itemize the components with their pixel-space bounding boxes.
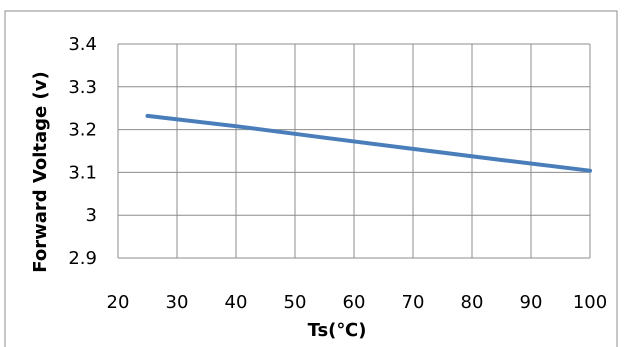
- x-tick-label: 60: [343, 292, 366, 313]
- x-tick-label: 80: [461, 292, 484, 313]
- series-layer: [145, 113, 592, 173]
- x-axis-title: Ts(℃): [308, 320, 367, 341]
- chart-frame: [4, 10, 618, 347]
- x-tick-label: 20: [107, 292, 130, 313]
- y-tick-label: 3.2: [68, 120, 97, 141]
- y-axis-title: Forward Voltage (v): [30, 71, 51, 272]
- y-tick-label: 3.1: [68, 162, 97, 183]
- y-tick-label: 3.4: [68, 34, 97, 55]
- y-tick-label: 3: [86, 205, 97, 226]
- series-line-0: [145, 113, 592, 173]
- y-tick-labels: 2.9 3 3.1 3.2 3.3 3.4: [68, 34, 97, 269]
- x-tick-labels: 20 30 40 50 60 70 80 90 100: [107, 292, 608, 313]
- gridlines: [117, 43, 591, 259]
- y-tick-label: 3.3: [68, 77, 97, 98]
- y-tick-label: 2.9: [68, 248, 97, 269]
- x-tick-label: 100: [573, 292, 607, 313]
- x-tick-label: 90: [520, 292, 543, 313]
- x-tick-label: 50: [284, 292, 307, 313]
- x-tick-label: 70: [402, 292, 425, 313]
- x-tick-label: 30: [166, 292, 189, 313]
- x-tick-label: 40: [225, 292, 248, 313]
